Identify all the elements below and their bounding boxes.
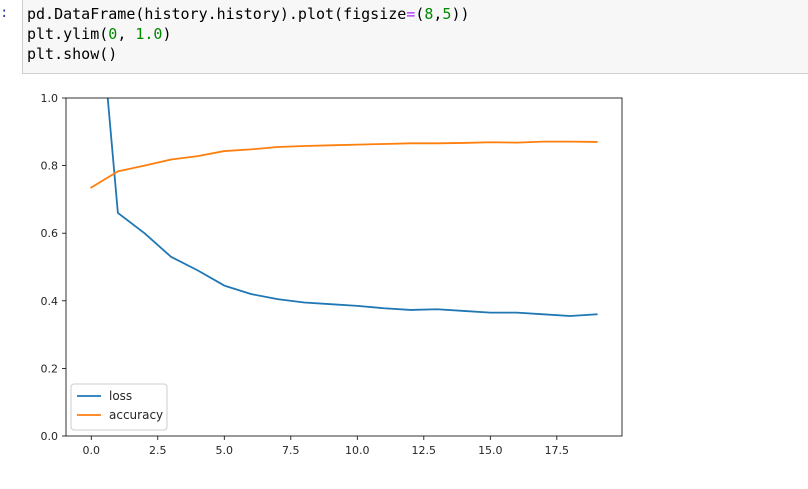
legend-label-accuracy: accuracy xyxy=(109,408,163,422)
code-token: , xyxy=(117,25,136,43)
code-token: plt.ylim( xyxy=(27,25,109,43)
x-tick-label: 10.0 xyxy=(345,444,370,457)
plot-frame xyxy=(65,97,623,437)
code-token: plt.show() xyxy=(27,45,118,63)
code-token: 5 xyxy=(442,5,452,23)
code-cell-editor[interactable]: pd.DataFrame(history.history).plot(figsi… xyxy=(22,0,808,74)
x-tick-label: 17.5 xyxy=(545,444,570,457)
y-tick-label: 0.4 xyxy=(41,295,59,308)
legend-label-loss: loss xyxy=(109,389,132,403)
y-tick-label: 0.0 xyxy=(41,430,59,443)
plot-background xyxy=(66,98,622,436)
x-tick-label: 15.0 xyxy=(478,444,503,457)
code-token: 1.0 xyxy=(135,25,163,43)
code-token: ( xyxy=(415,5,425,23)
x-tick-label: 2.5 xyxy=(149,444,167,457)
y-tick-label: 0.2 xyxy=(41,362,59,375)
code-token: 0 xyxy=(108,25,118,43)
code-line: plt.show() xyxy=(27,44,808,64)
code-token: , xyxy=(433,5,443,23)
y-tick-label: 1.0 xyxy=(41,92,59,105)
x-tick-label: 7.5 xyxy=(282,444,300,457)
x-tick-label: 12.5 xyxy=(412,444,437,457)
code-line: pd.DataFrame(history.history).plot(figsi… xyxy=(27,4,808,24)
code-token: ) xyxy=(162,25,172,43)
code-line: plt.ylim(0, 1.0) xyxy=(27,24,808,44)
cell-output: 0.0 2.5 5.0 7.5 10.0 12.5 15.0 17.5 0.0 0.2 0.4 0.6… xyxy=(0,74,808,485)
x-tick-label: 0.0 xyxy=(83,444,101,457)
y-tick-label: 0.8 xyxy=(41,160,59,173)
code-token: 8 xyxy=(424,5,434,23)
code-token: = xyxy=(406,5,416,23)
series-line-loss xyxy=(106,98,598,317)
code-token: pd.DataFrame(history.history).plot(figsi… xyxy=(27,5,407,23)
y-tick-label: 0.6 xyxy=(41,227,59,240)
code-token: )) xyxy=(451,5,470,23)
x-tick-label: 5.0 xyxy=(216,444,234,457)
line-chart: 0.0 2.5 5.0 7.5 10.0 12.5 15.0 17.5 0.0 0.2 0.4 0.6… xyxy=(41,92,623,457)
series-line-accuracy xyxy=(90,140,598,189)
cell-prompt: : xyxy=(0,5,9,21)
